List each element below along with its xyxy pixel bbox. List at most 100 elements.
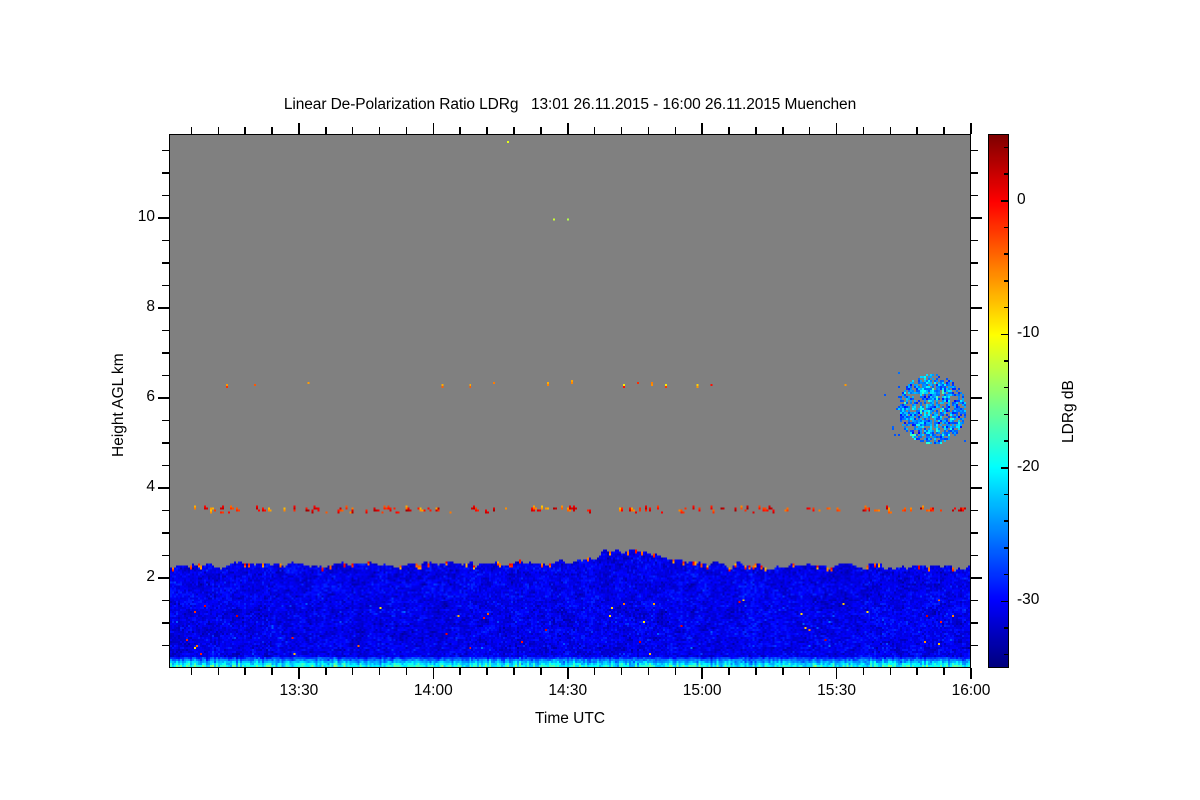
x-axis-tick-top [728, 127, 730, 134]
y-axis-tick-minor [162, 554, 169, 557]
y-axis-tick-minor [162, 442, 169, 444]
y-axis-tick-minor [162, 262, 169, 264]
y-axis-ticklabel: 8 [146, 298, 155, 316]
y-axis-tick-minor [162, 284, 169, 287]
y-axis-tick-minor [162, 352, 169, 354]
y-axis-tick-minor [162, 329, 169, 332]
x-axis-tick-top [701, 123, 703, 134]
x-axis-tick-minor [862, 668, 865, 675]
y-axis-tick-right [971, 284, 978, 287]
colorbar-tick-minor [1004, 627, 1009, 629]
x-axis-tick-minor [459, 668, 461, 675]
y-axis-tick-minor [162, 419, 169, 422]
x-axis-tick-minor [808, 668, 811, 675]
y-axis-tick-right [971, 532, 978, 534]
x-axis-tick-top [325, 127, 327, 134]
y-axis-tick-minor [162, 149, 169, 152]
colorbar-ticklabel: -10 [1017, 324, 1040, 342]
x-axis-tick-top [432, 123, 435, 134]
y-axis-tick-minor [162, 194, 169, 197]
colorbar-tick-minor [1004, 386, 1009, 389]
colorbar-tick-minor [1004, 440, 1009, 442]
y-axis-tick-major [158, 217, 169, 219]
y-axis-tick-right [971, 419, 978, 422]
x-axis-tick-top [513, 127, 515, 134]
x-axis-tick-minor [540, 668, 542, 675]
x-axis-tick-minor [889, 668, 892, 675]
x-axis-ticklabel: 14:30 [548, 682, 588, 699]
x-axis-tick-minor [378, 668, 381, 675]
colorbar-tick-minor [1004, 360, 1009, 362]
colorbar-tick-major [1001, 333, 1009, 335]
x-axis-tick-top [351, 127, 354, 134]
y-axis-tick-minor [162, 509, 169, 512]
x-axis-tick-top [298, 123, 300, 134]
x-axis-tick-minor [782, 668, 784, 675]
x-axis-tick-minor [620, 668, 623, 675]
colorbar-tick-minor [1004, 306, 1009, 309]
x-axis-tick-minor [943, 668, 945, 675]
y-axis-tick-right [971, 397, 982, 399]
y-axis-tick-right [971, 149, 978, 152]
x-axis-tick-top [674, 127, 677, 134]
x-axis-tick-top [620, 127, 623, 134]
colorbar-ticklabel: -30 [1017, 591, 1040, 609]
x-axis-tick-top [782, 127, 784, 134]
x-axis-tick-top [486, 127, 488, 134]
x-axis-ticklabel: 15:00 [682, 682, 722, 699]
y-axis-tick-right [971, 352, 978, 354]
x-axis-tick-major [701, 668, 703, 679]
y-axis-tick-minor [162, 532, 169, 534]
x-axis-tick-minor [244, 668, 246, 675]
y-axis-tick-major [158, 487, 169, 489]
colorbar-tick-minor [1004, 653, 1009, 656]
y-axis-tick-right [971, 442, 978, 444]
x-axis-tick-top [889, 127, 892, 134]
y-axis-tick-right [971, 217, 982, 219]
y-axis-tick-right [971, 329, 978, 332]
x-axis-tick-minor [513, 668, 515, 675]
colorbar[interactable] [988, 134, 1009, 668]
x-axis-ticklabel: 14:00 [413, 682, 453, 699]
x-axis-tick-minor [593, 668, 596, 675]
x-axis-ticklabel: 13:30 [279, 682, 319, 699]
x-axis-tick-top [244, 127, 246, 134]
y-axis-ticklabel: 2 [146, 568, 155, 586]
x-axis-tick-top [540, 127, 542, 134]
y-axis-tick-right [971, 577, 982, 579]
y-axis-tick-right [971, 554, 978, 557]
y-axis-ticklabel: 6 [146, 388, 155, 406]
x-axis-tick-top [271, 127, 273, 134]
colorbar-tick-minor [1004, 146, 1009, 149]
colorbar-gradient [989, 135, 1008, 667]
x-axis-tick-top [378, 127, 381, 134]
x-axis-tick-top [647, 127, 650, 134]
x-axis-tick-major [970, 668, 972, 679]
y-axis-tick-right [971, 374, 978, 377]
x-axis-tick-top [808, 127, 811, 134]
colorbar-tick-minor [1004, 280, 1009, 282]
x-axis-tick-minor [351, 668, 354, 675]
x-axis-tick-minor [647, 668, 650, 675]
y-axis-tick-minor [162, 644, 169, 647]
colorbar-tick-minor [1004, 226, 1009, 229]
y-axis-tick-minor [162, 599, 169, 602]
x-axis-tick-top [217, 127, 220, 134]
colorbar-tick-major [1001, 467, 1009, 469]
colorbar-ticklabel: 0 [1017, 190, 1026, 208]
x-axis-tick-minor [755, 668, 757, 675]
y-axis-tick-major [158, 577, 169, 579]
heatmap-plot-area[interactable] [169, 134, 971, 668]
colorbar-tick-minor [1004, 520, 1009, 522]
colorbar-tick-major [1001, 600, 1009, 602]
x-axis-tick-minor [271, 668, 273, 675]
x-axis-ticklabel: 15:30 [817, 682, 856, 699]
x-axis-tick-minor [674, 668, 677, 675]
x-axis-tick-minor [190, 668, 193, 675]
x-axis-tick-major [298, 668, 300, 679]
y-axis-tick-right [971, 262, 978, 264]
x-axis-tick-major [835, 668, 838, 679]
colorbar-tick-minor [1004, 413, 1009, 416]
x-axis-tick-top [405, 127, 408, 134]
